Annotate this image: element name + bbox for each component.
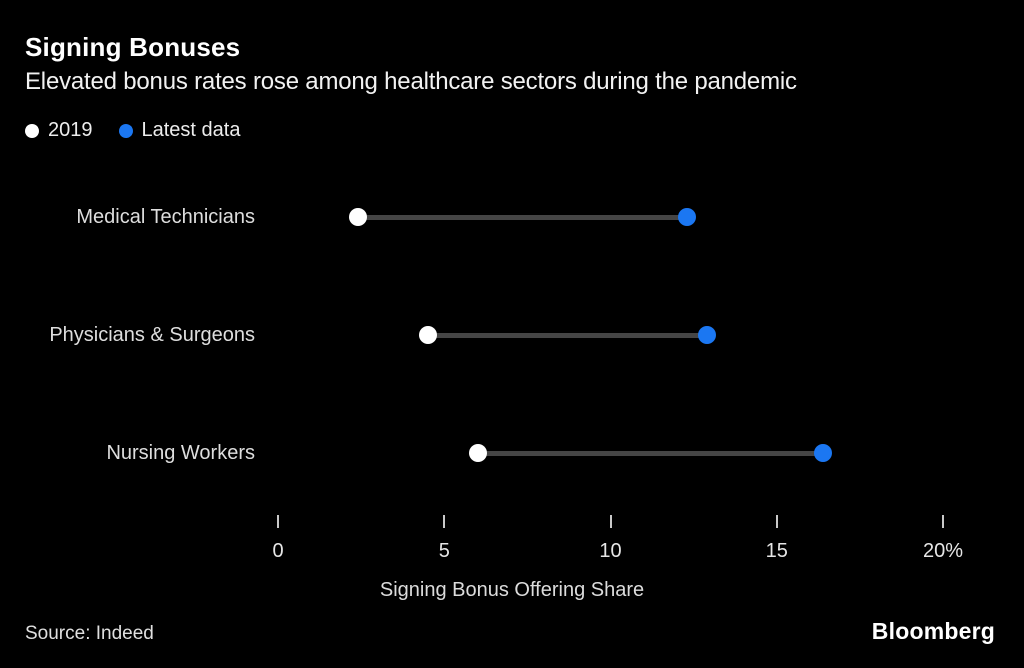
bloomberg-logo: Bloomberg (871, 618, 995, 644)
axis-tick-label: 15 (765, 540, 788, 562)
category-label: Nursing Workers (106, 442, 255, 464)
legend: 2019 Latest data (25, 119, 240, 142)
data-point-2019 (468, 444, 487, 462)
data-point-2019 (418, 326, 437, 344)
axis-tick (277, 515, 279, 528)
dumbbell-connector (477, 450, 824, 456)
legend-label-latest-data: Latest data (141, 119, 241, 141)
axis-tick (775, 515, 778, 528)
axis-tick (942, 515, 944, 528)
axis-tick-label: 5 (438, 540, 450, 562)
axis-tick (443, 515, 446, 528)
legend-item-latest-data: Latest data (118, 119, 241, 142)
legend-label-2019: 2019 (48, 119, 93, 141)
dumbbell-connector (427, 332, 707, 338)
category-label: Medical Technicians (76, 206, 255, 228)
legend-item-2019: 2019 (25, 119, 93, 142)
x-axis-label: Signing Bonus Offering Share (379, 579, 645, 601)
data-point-2019 (348, 208, 367, 226)
data-point-latest-data (814, 444, 833, 462)
legend-dot-latest-data-icon (118, 123, 133, 138)
axis-tick-label: 20% (922, 540, 964, 562)
chart-title: Signing Bonuses (25, 32, 241, 62)
axis-tick (609, 515, 612, 528)
axis-tick-label: 10 (599, 540, 622, 562)
category-label: Physicians & Surgeons (49, 324, 255, 346)
axis-tick-label: 0 (272, 540, 284, 562)
source-note: Source: Indeed (25, 623, 154, 644)
dumbbell-connector (357, 214, 687, 220)
data-point-latest-data (677, 208, 696, 226)
legend-dot-2019-icon (25, 123, 39, 138)
data-point-latest-data (697, 326, 716, 344)
chart-subtitle: Elevated bonus rates rose among healthca… (25, 68, 797, 95)
